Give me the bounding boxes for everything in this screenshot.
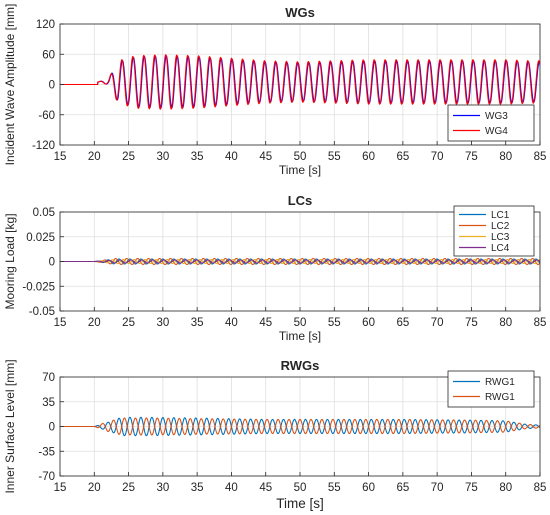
x-tick-label: 30 [156,151,169,163]
x-tick-label: 20 [88,151,101,163]
legend-entry: WG4 [485,126,508,137]
x-tick-label: 40 [225,151,238,163]
chart-lcs: 15 20 25 30 35 40 45 50 55 60 65 70 75 80 85 -0.05 -0.02… [3,193,546,343]
x-tick-label: 85 [534,482,547,494]
x-tick-label: 55 [328,482,341,494]
x-tick-label: 75 [465,482,478,494]
x-tick-label: 75 [465,317,478,329]
x-tick-label: 45 [259,482,272,494]
y-tick-label: -35 [38,446,55,458]
x-axis-label: Time [s] [279,163,321,177]
y-axis-label: Incident Wave Amplitude [mm] [3,4,17,166]
x-tick-label: 85 [534,317,547,329]
x-tick-label: 60 [362,317,375,329]
x-tick-label: 65 [396,151,409,163]
y-tick-label: 70 [42,372,55,384]
x-tick-label: 35 [191,151,204,163]
y-tick-label: -70 [38,471,55,483]
x-tick-label: 20 [88,482,101,494]
legend-entry: LC4 [491,243,510,254]
series-line-rwg1 [60,417,540,436]
series-line-lc3 [60,258,540,265]
x-tick-label: 75 [465,151,478,163]
legend-entry: WG3 [485,111,508,122]
chart-wgs: 15 20 25 30 35 40 45 50 55 60 65 70 75 80 85 -120 -60 0 60… [3,4,546,177]
legend-entry: LC1 [491,210,510,221]
y-tick-label: -0.05 [29,306,55,318]
x-tick-label: 55 [328,151,341,163]
x-tick-label: 50 [294,317,307,329]
x-axis-label: Time [s] [276,496,324,511]
x-tick-label: 65 [396,482,409,494]
x-tick-label: 45 [259,317,272,329]
series-line-lc4 [60,259,540,264]
x-tick-label: 15 [54,151,67,163]
x-tick-label: 60 [362,151,375,163]
x-tick-label: 30 [156,317,169,329]
series-line-rwg1 [60,416,540,437]
x-tick-label: 40 [225,317,238,329]
legend-entry: RWG1 [485,377,515,388]
y-tick-label: -0.025 [22,281,55,293]
x-tick-label: 85 [534,151,547,163]
x-tick-label: 35 [191,317,204,329]
x-tick-label: 15 [54,482,67,494]
x-tick-label: 80 [499,482,512,494]
series-line-lc1 [60,258,540,265]
y-tick-label: -60 [38,110,55,122]
x-tick-label: 55 [328,317,341,329]
x-tick-label: 25 [122,482,135,494]
y-tick-label: -120 [32,140,55,152]
x-tick-label: 60 [362,482,375,494]
chart-title: RWGs [281,358,320,373]
series-line-wg4 [60,54,540,110]
y-tick-label: 0 [49,422,55,434]
x-tick-label: 25 [122,317,135,329]
y-tick-label: 0 [49,80,55,92]
y-tick-label: 120 [36,19,55,31]
x-tick-label: 65 [396,317,409,329]
y-tick-label: 0.025 [26,232,55,244]
legend-entry: LC2 [491,221,510,232]
x-tick-label: 25 [122,151,135,163]
x-tick-label: 80 [499,151,512,163]
chart-rwgs: 15 20 25 30 35 40 45 50 55 60 65 70 75 80 85 -70 -35 0 35 7… [3,358,546,511]
legend-box [447,104,535,142]
x-tick-label: 40 [225,482,238,494]
y-tick-label: 35 [42,397,55,409]
x-tick-label: 15 [54,317,67,329]
x-tick-label: 70 [431,482,444,494]
y-axis-label: Mooring Load [kg] [3,213,17,309]
x-tick-label: 70 [431,151,444,163]
x-tick-label: 20 [88,317,101,329]
legend: RWG1 RWG1 [447,370,535,408]
x-tick-label: 80 [499,317,512,329]
legend-box [447,370,535,408]
y-tick-label: 60 [42,49,55,61]
y-tick-label: 0 [49,257,55,269]
legend-entry: LC3 [491,232,510,243]
legend-entry: RWG1 [485,392,515,403]
x-axis-label: Time [s] [279,329,321,343]
x-tick-label: 35 [191,482,204,494]
y-tick-label: 0.05 [33,207,55,219]
x-tick-label: 50 [294,151,307,163]
y-axis-label: Inner Surface Level [mm] [3,359,17,493]
x-tick-label: 70 [431,317,444,329]
chart-title: WGs [285,5,315,20]
chart-title: LCs [288,193,313,208]
x-tick-label: 45 [259,151,272,163]
x-tick-label: 50 [294,482,307,494]
x-tick-label: 30 [156,482,169,494]
